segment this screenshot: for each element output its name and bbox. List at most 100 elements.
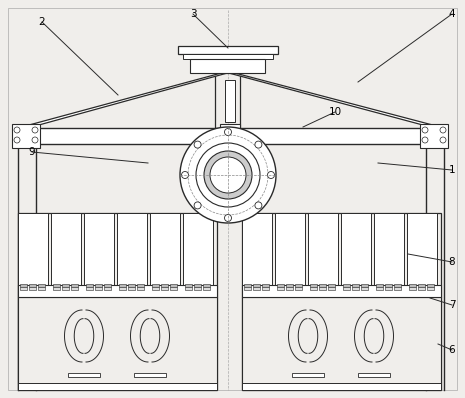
Circle shape bbox=[181, 172, 188, 178]
Bar bbox=[20, 287, 27, 290]
Bar bbox=[20, 284, 27, 287]
Text: 10: 10 bbox=[328, 107, 342, 117]
Bar bbox=[104, 284, 111, 287]
Circle shape bbox=[194, 141, 201, 148]
Bar bbox=[244, 284, 251, 287]
Bar bbox=[170, 284, 177, 287]
Bar bbox=[277, 287, 284, 290]
Bar bbox=[183, 213, 213, 285]
Bar bbox=[18, 213, 48, 285]
Circle shape bbox=[14, 137, 20, 143]
Text: 1: 1 bbox=[449, 165, 455, 175]
Bar bbox=[194, 284, 201, 287]
Circle shape bbox=[255, 202, 262, 209]
Circle shape bbox=[188, 135, 268, 215]
Bar bbox=[18, 128, 444, 144]
Bar bbox=[29, 284, 36, 287]
Bar bbox=[12, 124, 40, 148]
Polygon shape bbox=[225, 72, 444, 128]
Bar bbox=[119, 284, 126, 287]
Bar bbox=[409, 287, 416, 290]
Polygon shape bbox=[18, 72, 231, 128]
Bar bbox=[328, 287, 335, 290]
Bar bbox=[343, 284, 350, 287]
Circle shape bbox=[196, 143, 260, 207]
Bar bbox=[374, 213, 404, 285]
Bar bbox=[275, 213, 305, 285]
Bar bbox=[203, 284, 210, 287]
Bar bbox=[71, 287, 78, 290]
Bar bbox=[242, 285, 441, 297]
Circle shape bbox=[32, 127, 38, 133]
Bar bbox=[418, 287, 425, 290]
Circle shape bbox=[32, 137, 38, 143]
Bar bbox=[18, 383, 217, 390]
Bar bbox=[84, 213, 114, 285]
Bar bbox=[225, 80, 235, 122]
Bar bbox=[385, 287, 392, 290]
Bar bbox=[194, 287, 201, 290]
Circle shape bbox=[225, 215, 232, 222]
Bar bbox=[95, 284, 102, 287]
Text: 9: 9 bbox=[29, 147, 35, 157]
Bar bbox=[308, 213, 338, 285]
Bar bbox=[407, 213, 437, 285]
Bar bbox=[310, 287, 317, 290]
Bar bbox=[117, 213, 147, 285]
Bar bbox=[262, 287, 269, 290]
Text: 8: 8 bbox=[449, 257, 455, 267]
Bar bbox=[253, 284, 260, 287]
Bar bbox=[418, 284, 425, 287]
Bar bbox=[277, 284, 284, 287]
Text: 6: 6 bbox=[449, 345, 455, 355]
Bar bbox=[376, 287, 383, 290]
Bar bbox=[53, 284, 60, 287]
Bar bbox=[71, 284, 78, 287]
Bar bbox=[150, 213, 180, 285]
Circle shape bbox=[440, 127, 446, 133]
Bar bbox=[262, 284, 269, 287]
Bar bbox=[292, 373, 324, 377]
Bar bbox=[51, 213, 81, 285]
Bar bbox=[253, 287, 260, 290]
Circle shape bbox=[225, 129, 232, 135]
Circle shape bbox=[180, 127, 276, 223]
Bar bbox=[18, 285, 217, 297]
Circle shape bbox=[422, 137, 428, 143]
Bar bbox=[244, 287, 251, 290]
Bar bbox=[62, 284, 69, 287]
Text: 7: 7 bbox=[449, 300, 455, 310]
Bar bbox=[242, 213, 441, 390]
Bar bbox=[319, 284, 326, 287]
Circle shape bbox=[14, 127, 20, 133]
Bar bbox=[352, 287, 359, 290]
Bar bbox=[185, 284, 192, 287]
Bar bbox=[86, 284, 93, 287]
Bar bbox=[161, 284, 168, 287]
Bar bbox=[420, 124, 448, 148]
Bar bbox=[152, 284, 159, 287]
Bar bbox=[295, 284, 302, 287]
Bar bbox=[38, 284, 45, 287]
Bar bbox=[119, 287, 126, 290]
Bar bbox=[242, 383, 441, 390]
Bar bbox=[62, 287, 69, 290]
Bar bbox=[86, 287, 93, 290]
Bar bbox=[409, 284, 416, 287]
Bar bbox=[183, 54, 273, 59]
Circle shape bbox=[422, 127, 428, 133]
Bar bbox=[152, 287, 159, 290]
Circle shape bbox=[440, 137, 446, 143]
Bar bbox=[394, 287, 401, 290]
Bar bbox=[319, 287, 326, 290]
Bar bbox=[190, 59, 265, 73]
Bar bbox=[361, 287, 368, 290]
Bar bbox=[38, 287, 45, 290]
Bar bbox=[242, 297, 441, 390]
Text: 4: 4 bbox=[449, 9, 455, 19]
Bar bbox=[104, 287, 111, 290]
Bar bbox=[128, 284, 135, 287]
Bar bbox=[376, 284, 383, 287]
Text: 2: 2 bbox=[39, 17, 45, 27]
Bar bbox=[170, 287, 177, 290]
